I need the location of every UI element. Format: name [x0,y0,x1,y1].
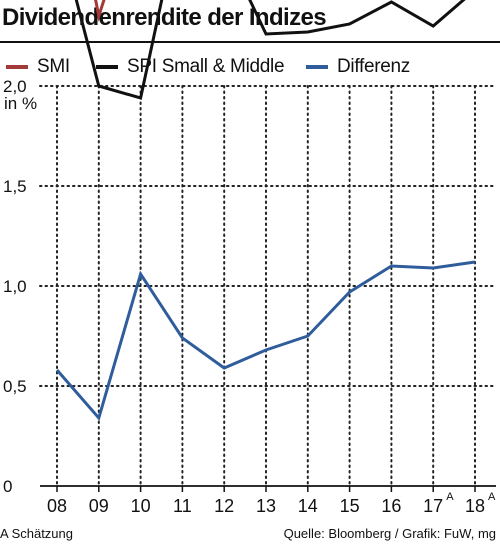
legend-label-spi: SPI Small & Middle [127,56,285,77]
legend-label-smi: SMI [37,56,70,77]
x-tick-label: 09 [89,496,109,516]
title-rule [0,41,500,43]
legend: SMI SPI Small & Middle Differenz [0,56,500,82]
x-tick-label: 10 [131,496,151,516]
x-tick-label: 18 [465,496,485,516]
chart-title: Dividendenrendite der Indizes [2,4,327,31]
legend-label-differenz: Differenz [337,56,410,77]
x-tick-label: 17 [423,496,443,516]
x-tick-label: 14 [298,496,318,516]
footnote: A Schätzung [0,526,73,541]
series-line-1 [74,0,466,100]
y-tick-label: 0 [3,477,12,496]
source-credit: Quelle: Bloomberg / Grafik: FuW, mg [283,526,496,541]
y-tick-label: 1,0 [3,277,27,296]
x-tick-label: 13 [256,496,276,516]
series-line-2 [55,260,476,422]
y-tick-label: 2,0 [3,77,27,96]
y-tick-label: 0,5 [3,377,27,396]
x-tick-label: 08 [47,496,67,516]
y-tick-label: 1,5 [3,177,27,196]
legend-item-differenz: Differenz [306,56,410,78]
legend-swatch-spi [96,65,118,69]
legend-swatch-smi [6,65,28,69]
x-tick-label: 16 [381,496,401,516]
y-axis-unit-label: in % [4,94,38,113]
x-tick-label: 15 [340,496,360,516]
legend-item-spi: SPI Small & Middle [96,56,285,78]
x-tick-superscript: A [488,491,496,503]
legend-item-smi: SMI [6,56,70,78]
x-tick-label: 12 [214,496,234,516]
legend-swatch-differenz [306,65,328,69]
x-tick-superscript: A [446,491,454,503]
x-tick-label: 11 [173,496,192,516]
